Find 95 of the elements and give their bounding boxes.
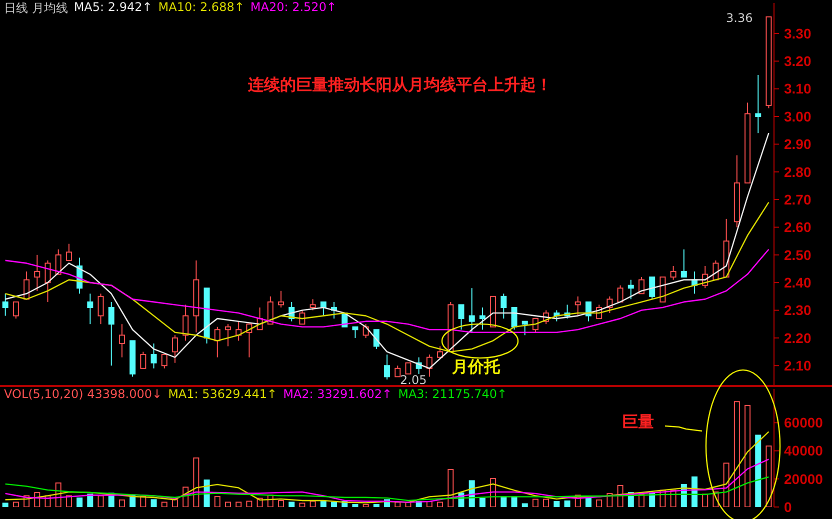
bar bbox=[500, 496, 507, 507]
bar bbox=[236, 502, 242, 507]
bar bbox=[2, 502, 8, 507]
annotation: 3.36 bbox=[726, 11, 753, 25]
annotation: 巨量 bbox=[622, 412, 654, 433]
candlestick bbox=[628, 279, 634, 300]
bar bbox=[224, 502, 231, 507]
y-tick-label: 3.30 bbox=[784, 25, 812, 42]
candlestick bbox=[734, 154, 740, 228]
candlestick bbox=[108, 301, 114, 366]
y-tick-label: 2.40 bbox=[784, 274, 812, 290]
candlestick bbox=[384, 354, 390, 380]
candlestick bbox=[87, 293, 94, 325]
y-tick-label: 2.10 bbox=[784, 358, 812, 374]
chart-title: 日线 月均线 bbox=[4, 0, 68, 17]
y-tick-label: 3.10 bbox=[784, 80, 812, 97]
y-tick-label: 3.20 bbox=[784, 53, 812, 70]
y-tick-label: 2.80 bbox=[784, 164, 812, 180]
bar bbox=[140, 496, 146, 507]
bar bbox=[331, 502, 338, 507]
bar bbox=[161, 502, 168, 507]
bar bbox=[564, 500, 570, 507]
annotation: 月价托 bbox=[452, 357, 500, 378]
candlestick bbox=[500, 293, 507, 320]
bar bbox=[76, 498, 83, 507]
annotation: 2.05 bbox=[400, 373, 427, 387]
bar bbox=[246, 500, 252, 507]
bar bbox=[766, 446, 772, 507]
bar bbox=[554, 501, 560, 507]
candlestick bbox=[193, 260, 200, 333]
line-series bbox=[4, 476, 770, 502]
y-tick-label: 2.60 bbox=[784, 219, 812, 236]
bar bbox=[310, 500, 316, 507]
candlestick bbox=[98, 293, 104, 325]
bar bbox=[373, 504, 380, 507]
candlestick bbox=[479, 306, 486, 330]
text: MA10: 2.688↑ bbox=[158, 0, 244, 16]
bar bbox=[437, 502, 444, 507]
bar bbox=[172, 499, 178, 507]
y-tick-label: 20000 bbox=[784, 470, 824, 487]
bar bbox=[118, 499, 125, 507]
y-tick-label: 2.90 bbox=[784, 136, 812, 152]
bar bbox=[288, 502, 295, 507]
y-tick-label: 2.70 bbox=[784, 191, 812, 208]
candlestick bbox=[150, 342, 157, 369]
line-series bbox=[4, 248, 770, 334]
bar bbox=[98, 495, 104, 507]
y-tick-label: 40000 bbox=[784, 442, 824, 459]
candlestick bbox=[278, 290, 284, 308]
candlestick bbox=[755, 74, 762, 134]
candlestick bbox=[224, 324, 231, 347]
candlestick bbox=[34, 254, 40, 292]
bar bbox=[299, 502, 306, 507]
y-tick-label: 3.00 bbox=[784, 108, 812, 124]
text: MA3: 21175.740↑ bbox=[398, 387, 508, 401]
text: MA2: 33291.602↑ bbox=[283, 387, 392, 401]
candlestick bbox=[574, 296, 581, 316]
text: MA1: 53629.441↑ bbox=[168, 387, 278, 401]
bar bbox=[320, 501, 326, 507]
line-series bbox=[4, 458, 770, 503]
bar bbox=[585, 498, 592, 507]
line-series bbox=[4, 202, 770, 352]
text: MA5: 2.942↑ bbox=[74, 0, 152, 16]
bar bbox=[744, 404, 751, 507]
candlestick bbox=[118, 324, 125, 358]
bar bbox=[214, 496, 220, 507]
candlestick bbox=[670, 265, 676, 280]
annotation: 连续的巨量推动长阳从月均线平台上升起！ bbox=[248, 75, 552, 96]
bar bbox=[278, 500, 284, 507]
bar bbox=[734, 401, 740, 507]
bar bbox=[532, 498, 538, 507]
bar bbox=[12, 502, 19, 507]
bar bbox=[352, 504, 358, 507]
bar bbox=[702, 494, 708, 507]
y-tick-label: 60000 bbox=[784, 414, 824, 431]
bar bbox=[448, 468, 454, 507]
bar bbox=[522, 503, 528, 507]
bar bbox=[511, 496, 518, 507]
candlestick bbox=[468, 288, 475, 333]
text: VOL(5,10,20) 43398.000↓ bbox=[4, 387, 162, 401]
y-tick-label: 0 bbox=[784, 498, 792, 515]
y-tick-label: 2.30 bbox=[784, 302, 812, 318]
y-tick-label: 2.20 bbox=[784, 330, 812, 346]
bar bbox=[479, 498, 486, 507]
bar bbox=[193, 457, 200, 507]
candlestick bbox=[172, 334, 178, 364]
bar bbox=[543, 498, 550, 507]
y-tick-label: 2.50 bbox=[784, 246, 812, 263]
bar bbox=[596, 499, 602, 507]
bar bbox=[755, 434, 762, 507]
bar bbox=[362, 504, 369, 507]
bar bbox=[150, 499, 157, 507]
candlestick bbox=[182, 304, 189, 342]
line-series bbox=[4, 431, 770, 504]
text: MA20: 2.520↑ bbox=[250, 0, 337, 16]
